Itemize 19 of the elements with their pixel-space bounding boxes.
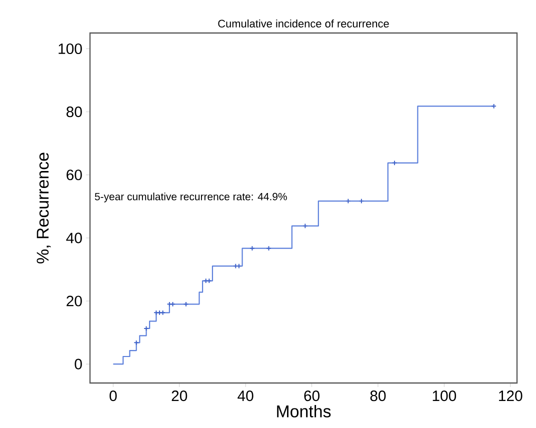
x-tick-label: 100 <box>432 390 456 402</box>
annotation: 5-year cumulative recurrence rate: 44.9% <box>94 192 287 202</box>
y-tick-label: 60 <box>66 170 82 180</box>
x-tick-label: 0 <box>110 390 117 402</box>
x-tick-label: 120 <box>499 390 522 402</box>
x-tick-label: 80 <box>370 390 386 402</box>
y-tick-label: 20 <box>66 296 82 306</box>
x-tick-label: 20 <box>172 390 188 402</box>
y-tick-label: 100 <box>58 43 82 54</box>
point <box>346 198 351 204</box>
chart-title: Cumulative incidence of recurrence <box>218 19 389 28</box>
x-tick-label: 40 <box>238 390 254 402</box>
x-tick-label: 60 <box>304 390 320 402</box>
y-tick-label: 0 <box>74 358 82 370</box>
y-axis-title: %, Recurrence <box>36 152 51 264</box>
y-tick-label: 40 <box>66 232 82 244</box>
x-axis-title: Months <box>277 404 331 418</box>
y-tick-label: 80 <box>66 106 82 118</box>
point <box>358 198 364 204</box>
